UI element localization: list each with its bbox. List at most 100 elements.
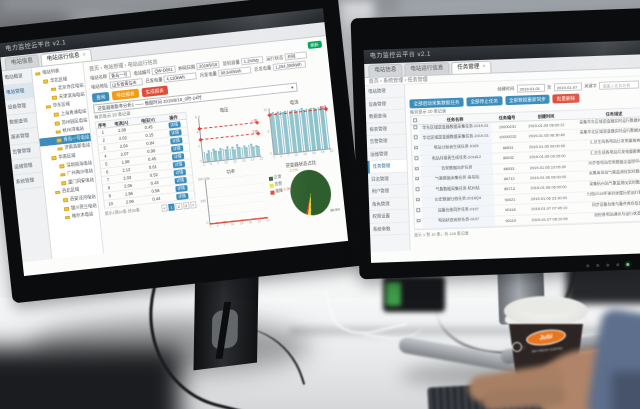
detail-button[interactable]: 详情 [172,161,185,168]
power-led [626,262,630,267]
row-checkbox[interactable] [416,218,421,223]
batch-button[interactable]: 全部停止任务 [466,95,503,106]
legend-swatch [268,176,273,181]
pagination-info: 显示 1 到 10 条，共 128 条记录 [414,230,469,238]
row-checkbox[interactable] [415,187,420,192]
page-button[interactable]: « [160,204,168,212]
sidebar-item[interactable]: 系统参数 [369,222,410,236]
row-checkbox[interactable] [414,156,419,161]
folder-icon [56,138,62,143]
pie-callout-warning: 2.2% [289,167,299,173]
current-bars [268,104,332,156]
switch-led [386,282,401,306]
row-checkbox[interactable] [416,197,420,202]
detail-button[interactable]: 详情 [175,192,189,200]
folder-icon [59,164,65,169]
page-button[interactable]: 1 [168,203,176,211]
row-checkbox[interactable] [413,125,418,129]
left-screen: 电力监控云平台 v2.1 电站信息 电站运行信息 × 电站概览 电站管理 设备管理数… [0,8,349,277]
right-screen-body: 电站管理 设备管理 数据查询 报表管理 告警管理 运维管理 任务管理 日志管理 用户管理 角色管理… [364,76,640,252]
detail-button[interactable]: 详情 [168,129,182,137]
keyword-input[interactable]: 请输入任务名称 [599,80,640,90]
date-to-input[interactable]: 2019-01-07 [553,82,582,92]
detail-button[interactable]: 详情 [174,184,188,192]
left-content: 序号 电流(A) 电压(V) 操作 1 2.08 0.45 [94,96,340,241]
right-monitor: 电力监控云平台 v2.1 电站信息 电站运行信息 任务管理 × 首页 › 系统管… [350,7,640,280]
table-body: 1 2.08 0.45 详情 2 2.02 0.15 详情 [95,119,196,210]
row-checkbox[interactable] [414,146,418,150]
pager: «1 2 3» [160,201,197,212]
folder-icon [53,112,60,117]
left-monitor-stand [193,275,259,371]
page-button[interactable]: 3 [182,201,190,209]
page-button[interactable]: 2 [175,202,183,210]
pagination-info: 显示1到10条 共30条 [104,207,141,217]
power-chart: 功率 kW 500 250 0 1 4 7 10 13 16 19 22 [197,168,271,229]
pie-legend: 正常 告警 故障 [268,169,293,223]
batch-button[interactable]: 全部数据重新同步 [504,94,550,105]
folder-icon [55,129,61,135]
detail-button[interactable]: 详情 [171,153,184,160]
folder-icon [64,215,71,220]
left-screen-body: 电站概览 电站管理 设备管理 数据查询 报表管理 告警管理 运维管理 系统管理 电站列表 华北… [1,36,347,263]
right-screen: 电力监控云平台 v2.1 电站信息 电站运行信息 任务管理 × 首页 › 系统管… [363,39,640,263]
current-chart: 电流 A 10 5 0 限值 1 4 7 10 13 16 19 22 [263,99,334,160]
sidebar-menu: 电站管理 设备管理 数据查询 报表管理 告警管理 运维管理 任务管理 日志管理 用户管理 角色管理… [364,84,411,252]
inverter-table: 序号 电流(A) 电压(V) 操作 1 2.08 0.45 [94,111,199,241]
pie-callout-normal: 96.5% [330,207,341,213]
tab-task-manage[interactable]: 任务管理 × [451,60,492,74]
shirt-sleeve [612,372,640,409]
tab-station-info[interactable]: 电站信息 [368,63,403,77]
table-body: 华东区域逆变器数据采集任务-2019-01 10000231 2019-01-0… [411,116,640,230]
folder-icon [62,198,69,203]
row-checkbox[interactable] [413,135,418,140]
chevron-down-icon: ▾ [290,85,294,91]
date-from-input[interactable]: 2019-01-01 [516,84,545,93]
power-line [209,216,268,225]
folder-icon [51,156,57,161]
row-checkbox[interactable] [416,208,421,212]
corner-shadow [0,348,180,409]
folder-icon [57,147,63,152]
folder-icon [54,121,60,126]
right-main-panel: 创建时间 2019-01-01 至 2019-01-07 关键字 请输入任务名称… [405,76,640,251]
tab-station-runtime[interactable]: 电站运行信息 [404,62,450,76]
folder-icon [61,181,67,186]
close-icon[interactable]: × [482,63,486,70]
folder-icon [50,87,57,92]
status-pie-chart: 逆变器状态占比 正常 告警 [267,158,340,223]
cup-stamp [512,342,522,352]
folder-icon [45,105,52,110]
left-monitor: 电力监控云平台 v2.1 电站信息 电站运行信息 × 电站概览 电站管理 设备管理数… [0,0,367,304]
cup-lid-top [518,299,574,315]
close-icon[interactable]: × [82,52,87,59]
folder-icon [60,172,66,177]
detail-button[interactable]: 详情 [169,137,183,144]
task-table: 任务名称 任务编号 创建时间 任务描述 华东区域逆变器数据采集任务-2019-0… [409,106,640,231]
left-main-panel: 首页 › 电站管理 › 电站运行信息 刷新 电站名称 青岛一号 电站编号 QW-… [83,36,346,253]
legend-swatch [269,190,275,195]
network-switch [383,276,445,312]
select-all-checkbox[interactable] [413,118,417,123]
row-checkbox[interactable] [415,166,419,171]
detail-button[interactable]: 详情 [173,169,186,176]
detail-button[interactable]: 详情 [168,121,181,129]
monitor-controls [586,262,630,268]
batch-button[interactable]: 批量删除 [552,93,580,103]
folder-icon [42,79,49,84]
detail-button[interactable]: 详情 [170,145,183,152]
nav-item[interactable]: 系统管理 [13,172,44,191]
folder-icon [51,95,58,100]
legend-swatch [268,183,274,188]
batch-button[interactable]: 全部启动采集数据任务 [409,97,464,108]
row-checkbox[interactable] [415,177,419,181]
action-button[interactable]: 查询 [91,91,110,103]
detail-button[interactable]: 详情 [174,177,187,184]
page-button[interactable]: » [189,201,197,209]
folder-icon [63,206,70,211]
folder-icon [35,71,41,76]
folder-icon [55,190,61,195]
